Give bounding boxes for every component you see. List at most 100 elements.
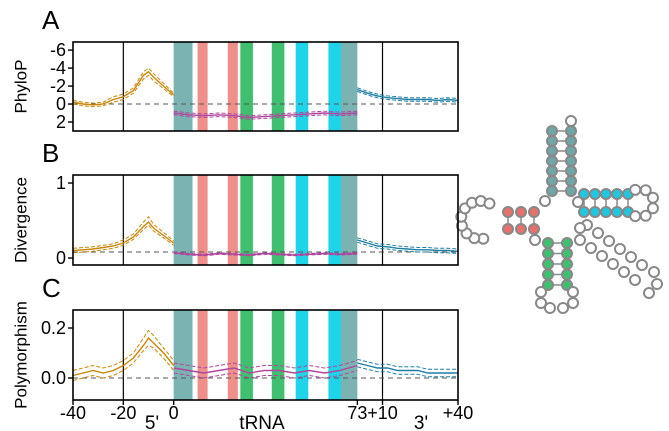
ci-line xyxy=(357,237,459,250)
nucleotide xyxy=(618,266,630,278)
nucleotide xyxy=(589,206,601,218)
nucleotide xyxy=(542,237,554,249)
nucleotide xyxy=(574,234,586,246)
nucleotide xyxy=(544,302,556,314)
nucleotide xyxy=(592,227,604,239)
region-band xyxy=(240,175,253,265)
region-band xyxy=(227,175,238,265)
y-axis-label: Polymorphism xyxy=(11,301,30,409)
series-line xyxy=(357,239,459,252)
nucleotide xyxy=(578,188,590,200)
nucleotide xyxy=(639,209,652,222)
region-label: 5' xyxy=(145,413,159,431)
region-band xyxy=(328,175,341,265)
nucleotide xyxy=(589,188,601,200)
x-tick-label: +10 xyxy=(367,403,398,423)
ci-line xyxy=(173,110,358,117)
nucleotide xyxy=(535,286,547,298)
series-line xyxy=(72,220,175,252)
nucleotide xyxy=(542,268,554,281)
nucleotide xyxy=(574,222,586,234)
region-label: tRNA xyxy=(239,413,285,431)
nucleotide xyxy=(629,210,642,223)
nucleotide xyxy=(528,206,540,218)
nucleotide xyxy=(629,183,642,196)
ci-line xyxy=(72,67,175,104)
ci-line xyxy=(72,216,175,249)
ci-line xyxy=(72,74,175,108)
nucleotide xyxy=(483,197,496,210)
nucleotide xyxy=(546,135,558,147)
y-tick-label: 0.0 xyxy=(41,368,66,388)
nucleotide xyxy=(502,223,514,235)
region-band xyxy=(240,42,253,131)
nucleotide xyxy=(603,235,615,247)
region-band xyxy=(240,310,253,400)
nucleotide xyxy=(529,234,541,246)
region-band xyxy=(295,42,309,131)
nucleotide xyxy=(600,206,612,218)
region-band xyxy=(271,175,285,265)
nucleotide xyxy=(535,297,547,309)
nucleotide xyxy=(561,268,573,281)
series-line xyxy=(357,362,458,374)
y-tick-label: 2 xyxy=(56,112,66,132)
series-line xyxy=(173,112,358,119)
nucleotide xyxy=(515,206,527,218)
panel-label: C xyxy=(42,273,61,303)
nucleotide xyxy=(565,135,577,147)
plot-frame xyxy=(72,309,459,401)
ci-line xyxy=(72,329,175,371)
y-tick-label: 0 xyxy=(56,94,66,114)
ci-line xyxy=(173,253,358,257)
nucleotide xyxy=(561,258,573,270)
nucleotide xyxy=(648,266,660,278)
nucleotide xyxy=(585,242,597,254)
nucleotide xyxy=(646,202,659,215)
nucleotide xyxy=(578,206,590,218)
nucleotide xyxy=(502,206,514,218)
y-tick-label: 0 xyxy=(56,248,66,268)
region-band xyxy=(197,175,208,265)
region-band xyxy=(173,310,193,400)
nucleotide xyxy=(561,237,573,249)
ci-line xyxy=(357,366,458,378)
nucleotide xyxy=(546,145,558,157)
x-tick-label: 0 xyxy=(169,403,179,423)
nucleotide xyxy=(607,258,619,270)
nucleotide xyxy=(565,115,577,127)
nucleotide xyxy=(600,188,612,200)
x-tick-label: -40 xyxy=(60,403,86,423)
series-line xyxy=(72,70,175,106)
nucleotide xyxy=(614,243,626,255)
nucleotide xyxy=(596,250,608,262)
nucleotide xyxy=(629,274,641,286)
region-band xyxy=(328,310,341,400)
y-axis-label: Divergence xyxy=(11,177,30,263)
nucleotide xyxy=(565,185,577,197)
nucleotide xyxy=(561,247,573,260)
nucleotide xyxy=(546,185,558,197)
region-band xyxy=(227,42,238,131)
region-band xyxy=(271,310,285,400)
ci-line xyxy=(72,344,175,381)
nucleotide xyxy=(643,287,655,299)
y-axis-label: PhyloP xyxy=(11,60,30,114)
ci-line xyxy=(357,90,459,103)
y-tick-label: -4 xyxy=(50,58,66,78)
ci-line xyxy=(173,360,358,369)
series-line xyxy=(357,88,459,102)
x-tick-label: 73 xyxy=(347,403,367,423)
nucleotide xyxy=(565,125,577,137)
region-band xyxy=(197,42,208,131)
nucleotide xyxy=(542,258,554,270)
nucleotide xyxy=(639,184,652,197)
x-tick-label: +40 xyxy=(443,403,474,423)
y-tick-label: 1 xyxy=(56,173,66,193)
trna-cloverleaf xyxy=(455,115,663,314)
series-line xyxy=(72,336,175,377)
nucleotide xyxy=(565,155,577,167)
nucleotide xyxy=(636,259,648,271)
panel-label: B xyxy=(42,138,59,168)
